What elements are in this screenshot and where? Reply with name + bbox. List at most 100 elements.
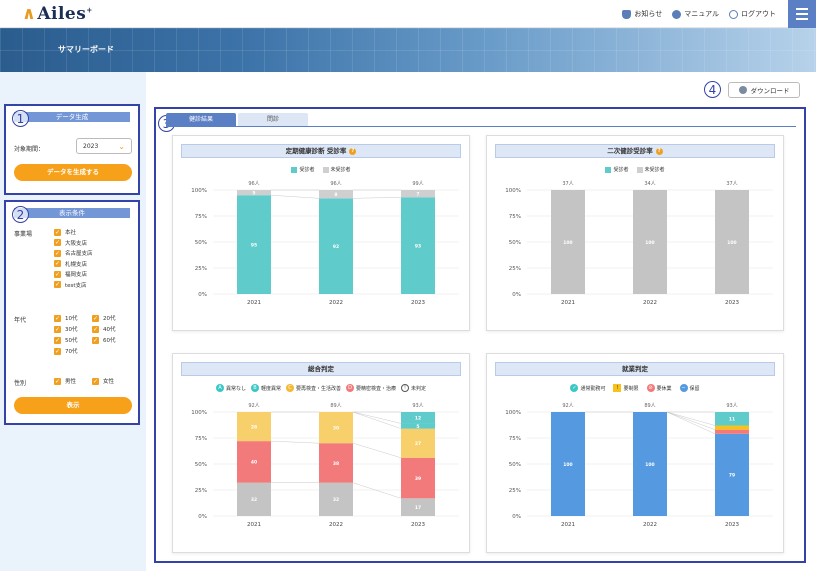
x-tick-label: 2023 bbox=[411, 300, 425, 306]
bar-segment bbox=[551, 190, 585, 294]
y-tick-label: 100% bbox=[505, 410, 521, 416]
checkbox-label: 女性 bbox=[103, 379, 115, 385]
x-tick-label: 2022 bbox=[329, 522, 343, 528]
y-tick-label: 0% bbox=[198, 514, 207, 520]
checkbox-age[interactable]: ✓ 40代 bbox=[92, 325, 116, 333]
checkbox-office[interactable]: ✓ 札幌支店 bbox=[54, 260, 87, 268]
checkbox-checked-icon: ✓ bbox=[54, 314, 61, 322]
checkbox-age[interactable]: ✓ 50代 bbox=[54, 336, 78, 344]
y-tick-label: 25% bbox=[195, 488, 207, 494]
sidebar: 1 データ生成 対象期間： 2023 ⌄ データを生成する 2 表示条件 事業場 … bbox=[0, 72, 146, 571]
app-logo[interactable]: ∧Ailes+ bbox=[22, 4, 93, 24]
chart-legend: 受診者 未受診者 bbox=[173, 166, 469, 173]
checkbox-office[interactable]: ✓ 本社 bbox=[54, 228, 76, 236]
results-frame: 3 健診結果 問診 定期健康診断 受診率? 受診者 未受診者 0%25%50%7… bbox=[154, 107, 806, 563]
data-generate-panel: 1 データ生成 対象期間： 2023 ⌄ データを生成する bbox=[4, 104, 140, 195]
generate-data-button[interactable]: データを生成する bbox=[14, 164, 132, 181]
chart-card-work-judgment: 就業判定 ✓ 通常勤務可! 要制限 ⊘ 要休業 − 保留 0% 25% 50% 75% 100% 10… bbox=[486, 353, 784, 553]
checkbox-office[interactable]: ✓ 名古屋支店 bbox=[54, 249, 93, 257]
checkbox-age[interactable]: ✓ 20代 bbox=[92, 314, 116, 322]
logo-sup: + bbox=[86, 5, 93, 15]
warning-icon: ! bbox=[613, 384, 622, 392]
power-icon bbox=[729, 9, 738, 19]
total-label: 89人 bbox=[644, 403, 655, 409]
checkbox-checked-icon: ✓ bbox=[92, 377, 99, 385]
download-button[interactable]: ダウンロード bbox=[728, 82, 800, 98]
checkbox-age[interactable]: ✓ 70代 bbox=[54, 347, 78, 355]
legend-label: 要休業 bbox=[656, 385, 672, 392]
checkbox-age[interactable]: ✓ 10代 bbox=[54, 314, 78, 322]
legend-label: 未受診者 bbox=[644, 167, 665, 173]
y-tick-label: 75% bbox=[195, 436, 207, 442]
y-tick-label: 0% bbox=[512, 292, 521, 298]
total-label: 96人 bbox=[330, 181, 341, 187]
checkbox-age[interactable]: ✓ 30代 bbox=[54, 325, 78, 333]
header-links: お知らせ マニュアル ログアウト bbox=[622, 9, 776, 19]
bar-segment bbox=[237, 482, 271, 516]
checkbox-office[interactable]: ✓ test支店 bbox=[54, 281, 87, 289]
legend-item: ✓ 通常勤務可 bbox=[570, 384, 605, 392]
legend-item: C 要再検査・生活改善 bbox=[285, 384, 341, 392]
tab-bar: 健診結果 問診 bbox=[166, 113, 308, 126]
check-icon: ✓ bbox=[570, 384, 579, 392]
checkbox-office[interactable]: ✓ 福岡支店 bbox=[54, 270, 87, 278]
x-tick-label: 2022 bbox=[329, 300, 343, 306]
bar-segment bbox=[633, 412, 667, 516]
y-tick-label: 25% bbox=[509, 266, 521, 272]
chart-legend: 受診者 未受診者 bbox=[487, 166, 783, 173]
checkbox-checked-icon: ✓ bbox=[54, 239, 61, 246]
y-tick-label: 50% bbox=[509, 240, 521, 246]
checkbox-gender[interactable]: ✓ 女性 bbox=[92, 377, 114, 385]
connector-line bbox=[352, 411, 402, 429]
main-content: 4 ダウンロード 3 健診結果 問診 定期健康診断 受診率? 受診者 未受診者 … bbox=[146, 72, 816, 571]
x-tick-label: 2023 bbox=[725, 300, 739, 306]
bar-segment bbox=[715, 425, 749, 430]
checkbox-checked-icon: ✓ bbox=[54, 249, 61, 257]
help-icon[interactable]: ? bbox=[349, 147, 357, 155]
checkbox-office[interactable]: ✓ 大阪支店 bbox=[54, 239, 87, 247]
data-label: 92 bbox=[333, 244, 339, 250]
tab-exam-results[interactable]: 健診結果 bbox=[166, 113, 236, 126]
data-label: 17 bbox=[415, 505, 421, 511]
y-tick-label: 0% bbox=[512, 514, 521, 520]
x-tick-label: 2021 bbox=[247, 522, 261, 528]
x-tick-label: 2022 bbox=[643, 522, 657, 528]
notifications-link[interactable]: お知らせ bbox=[622, 9, 662, 19]
period-select[interactable]: 2023 ⌄ bbox=[76, 138, 132, 154]
x-tick-label: 2023 bbox=[411, 522, 425, 528]
manual-link[interactable]: マニュアル bbox=[672, 9, 719, 19]
connector-line bbox=[352, 482, 402, 499]
page-title: サマリーボード bbox=[58, 45, 114, 54]
period-value: 2023 bbox=[83, 142, 99, 150]
checkbox-gender[interactable]: ✓ 男性 bbox=[54, 377, 76, 385]
y-tick-label: 100% bbox=[191, 188, 207, 194]
data-label: 93 bbox=[415, 243, 421, 249]
total-label: 93人 bbox=[726, 403, 737, 409]
bar-segment bbox=[401, 498, 435, 516]
bar-segment bbox=[715, 429, 749, 434]
legend-label: 保留 bbox=[689, 385, 700, 392]
checkbox-age[interactable]: ✓ 60代 bbox=[92, 336, 116, 344]
notifications-label: お知らせ bbox=[634, 10, 663, 18]
checkbox-label: 40代 bbox=[103, 327, 116, 333]
help-icon[interactable]: ? bbox=[655, 147, 663, 155]
data-label: 32 bbox=[333, 497, 339, 503]
judgment-C-icon: C bbox=[285, 384, 294, 392]
legend-item: ! 未判定 bbox=[401, 384, 426, 392]
chart-card-regular-checkup: 定期健康診断 受診率? 受診者 未受診者 0% 25% 50% 75% 100% 95 5 9… bbox=[172, 135, 470, 331]
show-button[interactable]: 表示 bbox=[14, 397, 132, 414]
data-label: 39 bbox=[415, 476, 421, 482]
total-label: 89人 bbox=[330, 403, 341, 409]
y-tick-label: 50% bbox=[195, 240, 207, 246]
connector-line bbox=[666, 411, 716, 430]
bar-segment bbox=[319, 482, 353, 516]
legend-item: A 異常なし bbox=[215, 384, 246, 392]
bar-segment bbox=[319, 443, 353, 483]
hamburger-menu-icon[interactable] bbox=[788, 0, 816, 28]
chart-plot: 0% 25% 50% 75% 100% 100 37人 2021 100 34人 2022 100 37… bbox=[505, 181, 773, 306]
legend-label: 要制限 bbox=[623, 385, 639, 392]
chart-title: 定期健康診断 受診率? bbox=[181, 144, 461, 158]
checkbox-checked-icon: ✓ bbox=[54, 281, 61, 288]
logout-link[interactable]: ログアウト bbox=[729, 9, 776, 19]
tab-questionnaire[interactable]: 問診 bbox=[238, 113, 308, 126]
